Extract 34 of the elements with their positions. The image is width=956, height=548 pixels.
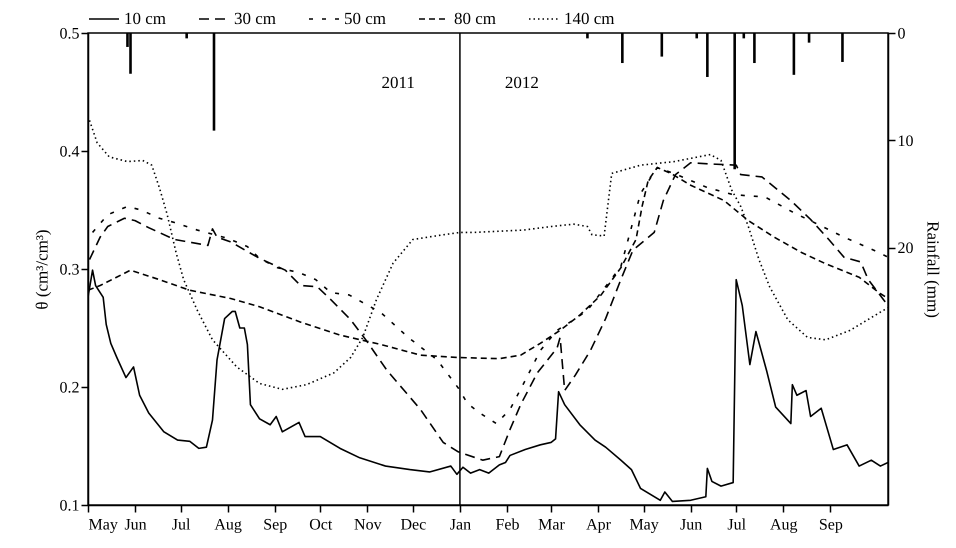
x-tick-label: Aug [214, 516, 242, 534]
legend-label: 50 cm [344, 9, 386, 28]
x-tick-label: Jan [450, 516, 472, 534]
x-tick-label: Aug [770, 516, 798, 534]
y2-tick-label: 0 [898, 26, 906, 42]
legend-label: 10 cm [124, 9, 166, 28]
legend-label: 140 cm [564, 9, 615, 28]
y2-axis-title: Rainfall (mm) [924, 221, 942, 318]
x-tick-label: Sep [818, 516, 843, 534]
x-tick-label: Jun [124, 516, 147, 534]
y-axis-title: θ (cm³/cm³) [32, 229, 52, 310]
y2-tick-label: 10 [898, 132, 914, 150]
annotation: 2012 [504, 73, 539, 92]
x-tick-label: Apr [586, 516, 612, 534]
y-tick-label: 0.4 [60, 144, 80, 160]
x-tick-label: Dec [400, 516, 426, 534]
x-tick-label: Jun [680, 516, 702, 534]
x-tick-label: Mar [538, 516, 566, 534]
x-tick-label: Oct [309, 516, 333, 534]
legend-label: 30 cm [234, 9, 276, 28]
x-tick-label: Jul [172, 516, 191, 534]
y2-tick-label: 20 [898, 240, 914, 258]
annotation: 2011 [382, 73, 415, 92]
y-tick-label: 0.2 [60, 380, 80, 396]
x-tick-label: May [88, 516, 118, 534]
x-tick-label: Feb [495, 516, 520, 534]
y-tick-label: 0.5 [60, 26, 80, 42]
x-tick-label: May [629, 516, 659, 534]
x-tick-label: Nov [354, 516, 382, 534]
x-tick-label: Jul [727, 516, 747, 534]
y-tick-label: 0.3 [60, 262, 80, 278]
x-tick-label: Sep [263, 516, 288, 534]
y-tick-label: 0.1 [60, 498, 80, 514]
legend-label: 80 cm [454, 9, 496, 28]
